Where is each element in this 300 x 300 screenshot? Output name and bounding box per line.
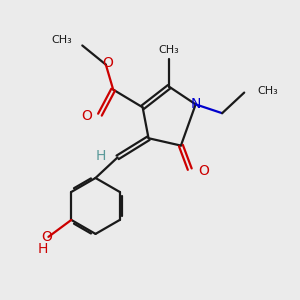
Text: CH₃: CH₃ — [51, 34, 72, 45]
Text: CH₃: CH₃ — [159, 46, 179, 56]
Text: H: H — [38, 242, 48, 256]
Text: O: O — [41, 230, 52, 244]
Text: O: O — [81, 109, 92, 123]
Text: H: H — [96, 149, 106, 163]
Text: N: N — [191, 98, 201, 111]
Text: O: O — [102, 56, 113, 70]
Text: O: O — [198, 164, 209, 178]
Text: CH₃: CH₃ — [257, 86, 278, 96]
